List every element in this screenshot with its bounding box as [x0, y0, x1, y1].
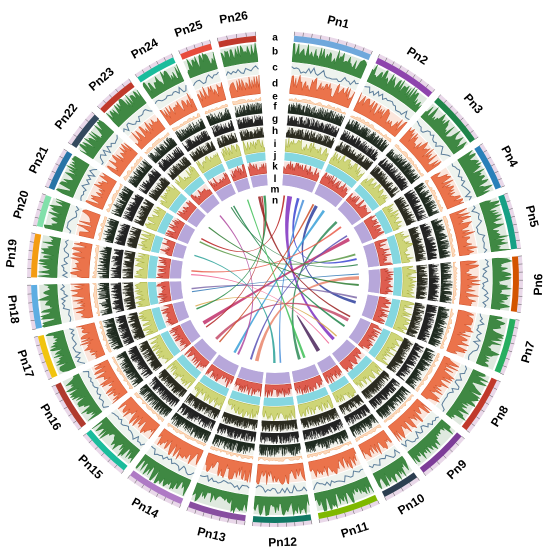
track-l: [368, 269, 380, 293]
chrom-label: Pn5: [523, 204, 542, 229]
ribbons: [191, 195, 359, 363]
ribbon: [191, 226, 341, 272]
chrom-label: Pn12: [268, 535, 297, 550]
chrom-label: Pn23: [86, 64, 117, 94]
track-label-g: g: [272, 114, 278, 125]
track-c-bg: [478, 259, 492, 309]
track-m: [182, 281, 192, 298]
ribbon: [199, 241, 355, 264]
track-m: [182, 262, 191, 279]
track-label-k: k: [272, 162, 278, 173]
track-label-j: j: [273, 151, 277, 162]
track-l: [170, 259, 183, 278]
track-m: [359, 270, 368, 291]
ribbon: [279, 200, 304, 363]
chrom-label: Pn8: [488, 403, 512, 429]
chrom-label: Pn2: [404, 44, 430, 68]
track-m: [253, 186, 268, 196]
track-label-f: f: [273, 102, 277, 113]
track-m: [267, 363, 289, 372]
circos-plot: Pn1 Pn2 Pn3 Pn4 Pn5 Pn6 Pn7 Pn8 Pn9 Pn10 Pn11 Pn12 P…: [0, 0, 550, 550]
chrom-label: Pn16: [37, 401, 64, 433]
chrom-label: Pn7: [518, 339, 538, 364]
chrom-label: Pn11: [339, 519, 370, 541]
chrom-label: Pn1: [326, 12, 351, 31]
chrom-label: Pn25: [173, 17, 205, 40]
track-label-b: b: [272, 47, 278, 58]
track-e: [452, 262, 457, 303]
chrom-label: Pn6: [531, 273, 545, 296]
track-label-h: h: [272, 126, 278, 137]
track-label-c: c: [272, 63, 278, 74]
chrom-label: Pn10: [395, 491, 427, 518]
chrom-label: Pn14: [129, 495, 161, 521]
track-j: [393, 267, 402, 296]
chrom-label: Pn4: [498, 143, 521, 169]
chrom-label: Pn13: [196, 524, 228, 545]
track-j: [263, 397, 294, 406]
track-label-a: a: [272, 33, 278, 44]
track-labels: abcdefghijklmn: [271, 33, 280, 207]
track-label-i: i: [274, 139, 277, 150]
chrom-label: Pn3: [461, 91, 486, 117]
track-l: [265, 372, 290, 384]
chrom-label: Pn9: [444, 456, 470, 482]
ribbon: [191, 285, 357, 299]
track-j: [148, 282, 158, 305]
track-l: [170, 281, 183, 300]
track-label-n: n: [272, 196, 278, 207]
chrom-label: Pn15: [75, 452, 106, 482]
track-label-d: d: [272, 79, 278, 90]
chrom-label: Pn19: [3, 238, 20, 268]
chrom-label: Pn21: [26, 143, 52, 175]
chrom-label: Pn17: [15, 348, 38, 380]
track-label-m: m: [271, 185, 280, 196]
track-label-l: l: [274, 174, 277, 185]
track-l: [251, 174, 268, 187]
chrom-label: Pn18: [5, 294, 22, 324]
chrom-label: Pn22: [52, 100, 81, 131]
chrom-label: Pn26: [218, 8, 249, 26]
chrom-label: Pn24: [129, 35, 161, 61]
chrom-label: Pn20: [10, 188, 32, 220]
